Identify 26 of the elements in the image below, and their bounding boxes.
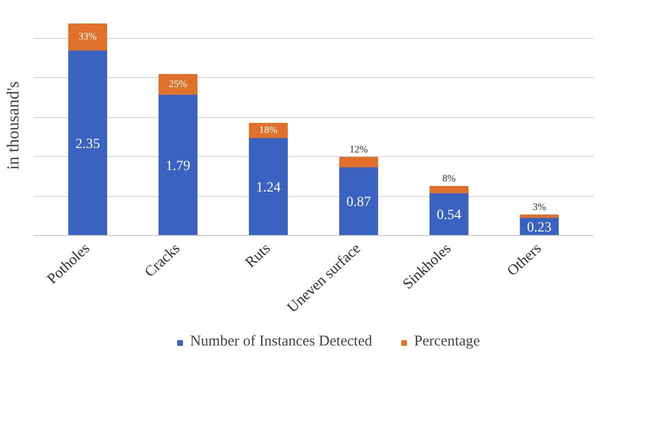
data-label: 8% [442, 174, 456, 185]
data-label: 3% [532, 202, 546, 213]
data-label: 0.54 [436, 208, 462, 224]
y-axis-title: in thousand's [4, 81, 22, 170]
data-label: 0.23 [527, 220, 552, 236]
bar [520, 214, 559, 218]
data-label: 33% [78, 31, 97, 42]
data-label: 1.79 [166, 158, 190, 174]
x-tick-label: Ruts [242, 240, 274, 272]
data-label: 2.35 [75, 136, 100, 152]
data-label: 0.87 [346, 195, 371, 210]
data-label: 25% [168, 78, 188, 90]
bar [68, 50, 108, 236]
bar [339, 166, 378, 236]
legend-label: Number of Instances Detected [190, 334, 372, 350]
bar [68, 23, 108, 51]
legend-label: Percentage [414, 334, 480, 350]
bar [158, 94, 198, 236]
bar [158, 74, 198, 95]
bar [430, 192, 468, 236]
bar [339, 156, 378, 168]
data-label: 1.24 [256, 180, 281, 196]
bar [430, 186, 468, 194]
data-label: 12% [349, 144, 368, 156]
bar [248, 137, 288, 236]
data-label: 18% [259, 125, 278, 136]
